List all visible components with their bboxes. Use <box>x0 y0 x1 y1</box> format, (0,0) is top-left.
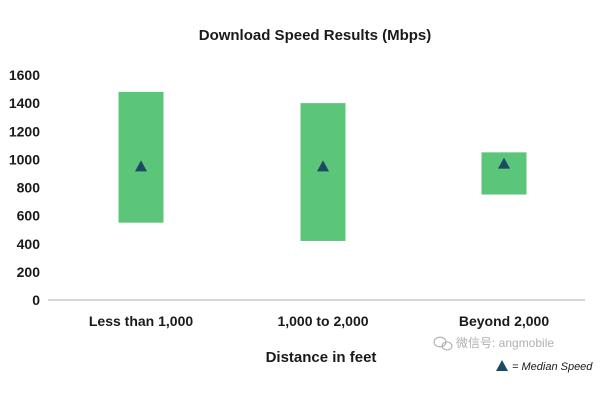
y-tick-label: 800 <box>17 180 41 196</box>
watermark: 微信号: angmobile <box>433 336 554 351</box>
legend: = Median Speed <box>496 360 593 373</box>
y-tick-label: 0 <box>32 292 40 308</box>
range-bar <box>300 103 346 241</box>
x-axis-categories: Less than 1,000 1,000 to 2,000 Beyond 2,00… <box>89 313 549 329</box>
y-tick-label: 200 <box>17 264 41 280</box>
median-marker <box>498 157 510 169</box>
y-tick-label: 400 <box>17 236 41 252</box>
median-markers <box>135 157 510 172</box>
range-bars <box>118 91 527 241</box>
y-tick-label: 600 <box>17 208 41 224</box>
x-category-label: Less than 1,000 <box>89 313 193 329</box>
y-tick-label: 1000 <box>9 151 40 167</box>
y-tick-label: 1400 <box>9 95 40 111</box>
chart-title: Download Speed Results (Mbps) <box>199 27 432 44</box>
x-axis-label: Distance in feet <box>266 349 377 366</box>
y-tick-label: 1600 <box>9 67 40 83</box>
median-marker <box>135 160 147 172</box>
x-category-label: Beyond 2,000 <box>459 313 549 329</box>
range-bar <box>118 91 164 223</box>
x-category-label: 1,000 to 2,000 <box>277 313 368 329</box>
y-axis-ticks: 0 200 400 600 800 1000 1200 1400 1600 <box>9 67 40 308</box>
wechat-icon <box>433 336 453 351</box>
legend-text: = Median Speed <box>512 361 593 373</box>
median-marker <box>317 160 329 172</box>
watermark-text: 微信号: angmobile <box>456 336 554 350</box>
y-tick-label: 1200 <box>9 123 40 139</box>
legend-triangle-icon <box>496 360 508 371</box>
